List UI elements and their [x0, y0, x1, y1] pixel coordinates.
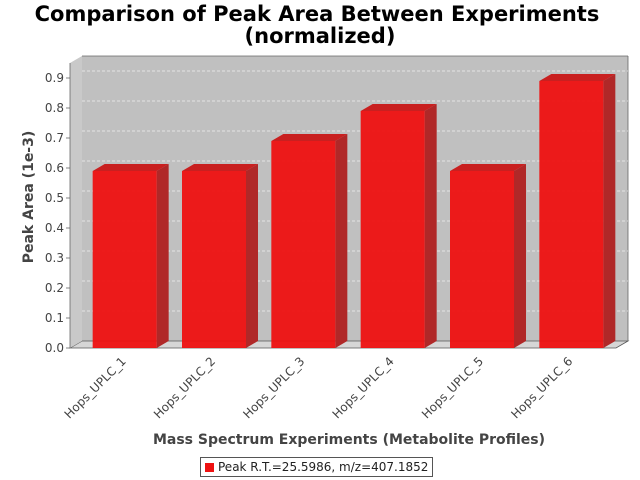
- y-tick-label: 0.8: [45, 101, 64, 115]
- bar-front: [450, 171, 514, 348]
- y-tick-label: 0.7: [45, 131, 64, 145]
- bar-front: [360, 111, 425, 348]
- chart-title-line1: Comparison of Peak Area Between Experime…: [35, 2, 600, 26]
- y-axis: 0.0 0.1 0.2 0.3 0.4 0.5 0.6 0.7 0.8 0.9: [45, 63, 71, 355]
- bar-top: [92, 164, 169, 171]
- x-axis-categories: Hops_UPLC_1 Hops_UPLC_2 Hops_UPLC_3 Hops_UP…: [62, 354, 576, 421]
- bar: [539, 74, 616, 348]
- bar-side: [424, 104, 437, 348]
- bar-side: [603, 74, 616, 348]
- y-axis-label: Peak Area (1e-3): [21, 131, 37, 264]
- x-tick-label: Hops_UPLC_2: [151, 354, 218, 421]
- y-tick-label: 0.3: [45, 251, 64, 265]
- bar-front: [271, 141, 336, 348]
- y-tick-label: 0.4: [45, 221, 64, 235]
- bar-top: [271, 134, 348, 141]
- bar-top: [450, 164, 526, 171]
- x-tick-label: Hops_UPLC_3: [240, 354, 307, 421]
- bar-side: [514, 164, 526, 348]
- bar: [182, 164, 258, 348]
- bar-front: [92, 171, 157, 348]
- x-axis-label: Mass Spectrum Experiments (Metabolite Pr…: [153, 432, 545, 448]
- bar-side: [335, 134, 348, 348]
- bar: [360, 104, 437, 348]
- bar: [92, 164, 169, 348]
- bar-top: [360, 104, 437, 111]
- legend-swatch: [205, 462, 214, 472]
- y-tick-label: 0.2: [45, 281, 64, 295]
- y-tick-label: 0.6: [45, 161, 64, 175]
- bars: [92, 74, 616, 348]
- x-tick-label: Hops_UPLC_1: [62, 354, 129, 421]
- bar-top: [539, 74, 616, 81]
- legend: Peak R.T.=25.5986, m/z=407.1852: [200, 457, 434, 477]
- x-tick-label: Hops_UPLC_6: [508, 354, 575, 421]
- x-tick-label: Hops_UPLC_4: [330, 354, 397, 421]
- y-tick-label: 0.1: [45, 311, 64, 325]
- bar: [450, 164, 526, 348]
- y-tick-label: 0.5: [45, 191, 64, 205]
- plot-left-wall: [70, 56, 82, 348]
- x-tick-label: Hops_UPLC_5: [419, 354, 486, 421]
- grid-lines: [82, 70, 628, 312]
- bar-top: [182, 164, 258, 171]
- bar: [271, 134, 348, 348]
- y-tick-label: 0.9: [45, 71, 64, 85]
- bar-side: [156, 164, 169, 348]
- bar-front: [539, 81, 604, 348]
- legend-label: Peak R.T.=25.5986, m/z=407.1852: [218, 460, 429, 474]
- chart-title-line2: (normalized): [245, 24, 396, 48]
- y-tick-label: 0.0: [45, 341, 64, 355]
- bar-front: [182, 171, 246, 348]
- bar-side: [246, 164, 258, 348]
